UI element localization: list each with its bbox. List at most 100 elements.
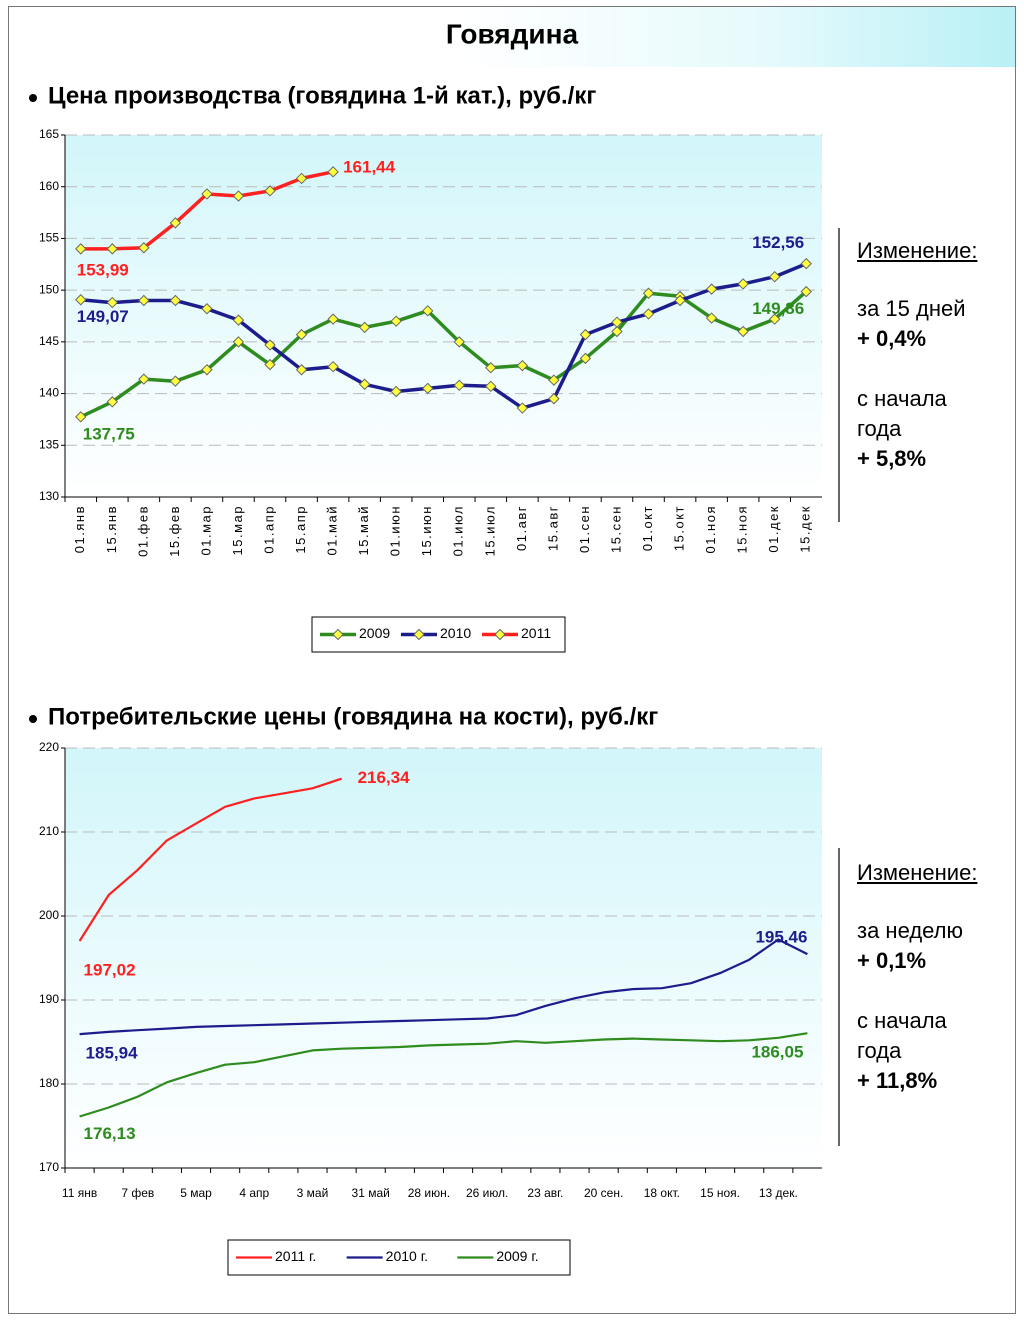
point-marker	[800, 257, 812, 270]
point-marker	[611, 316, 623, 328]
point-marker	[642, 287, 655, 299]
point-marker	[453, 336, 465, 348]
x-tick-label: 15.июн	[419, 505, 434, 556]
value-label: 195,46	[755, 928, 807, 947]
point-marker	[422, 382, 434, 395]
x-tick-label: 15.май	[356, 505, 371, 556]
series-line	[78, 777, 342, 942]
point-marker	[737, 325, 749, 338]
legend-label: 2010 г.	[386, 1248, 428, 1264]
panel-rule	[838, 848, 840, 1146]
panel-ytd-change: + 11,8%	[857, 1068, 938, 1093]
point-marker	[579, 328, 592, 341]
point-marker	[358, 378, 371, 390]
value-label: 186,05	[751, 1043, 803, 1062]
value-label: 152,56	[752, 233, 804, 252]
y-tick-label: 160	[39, 179, 59, 193]
panel-ytd: с начала года	[857, 1008, 947, 1063]
point-marker	[75, 411, 87, 423]
x-tick-label: 18 окт.	[644, 1186, 680, 1200]
y-tick-label: 180	[39, 1076, 59, 1090]
legend-marker	[332, 628, 344, 641]
value-label: 161,44	[343, 157, 396, 176]
point-marker	[327, 166, 339, 178]
legend-label: 2009	[359, 625, 390, 641]
bullet	[29, 94, 37, 102]
x-tick-label: 15.апр	[293, 505, 308, 554]
y-tick-label: 130	[39, 489, 59, 503]
legend-label: 2009 г.	[496, 1248, 538, 1264]
plot-area	[65, 135, 822, 497]
x-tick-label: 31 май	[352, 1186, 390, 1200]
chart-title: Цена производства (говядина 1-й кат.), р…	[48, 82, 596, 109]
point-marker	[485, 362, 497, 374]
y-tick-label: 165	[39, 127, 59, 141]
point-marker	[169, 217, 182, 229]
point-marker	[201, 364, 213, 376]
legend-label: 2011	[521, 625, 551, 641]
series-line	[79, 938, 808, 1036]
point-marker	[674, 294, 686, 307]
point-marker	[264, 358, 276, 371]
point-marker	[138, 294, 150, 307]
point-marker	[232, 190, 245, 202]
point-marker	[232, 314, 245, 326]
point-marker	[358, 321, 371, 334]
x-tick-label: 01.июл	[451, 505, 466, 556]
point-marker	[295, 172, 308, 185]
y-tick-label: 200	[39, 908, 59, 922]
value-label: 149,86	[752, 299, 804, 318]
point-marker	[169, 375, 182, 387]
panel-period: за 15 дней	[857, 296, 966, 321]
legend-label: 2010	[440, 625, 471, 641]
plot-area	[65, 748, 822, 1168]
point-marker	[548, 393, 560, 405]
point-marker	[611, 325, 623, 338]
point-marker	[768, 313, 781, 325]
x-tick-label: 13 дек.	[759, 1186, 798, 1200]
x-tick-label: 20 сен.	[584, 1186, 623, 1200]
value-label: 153,99	[77, 260, 129, 279]
panel-ytd: с начала года	[857, 386, 947, 441]
page-title: Говядина	[446, 18, 579, 49]
x-tick-label: 7 фев	[121, 1186, 154, 1200]
panel-heading: Изменение:	[857, 860, 978, 885]
x-tick-label: 3 май	[297, 1186, 329, 1200]
x-tick-label: 15.фев	[167, 505, 182, 557]
x-tick-label: 01.окт	[640, 505, 655, 551]
point-marker	[106, 296, 119, 309]
point-marker	[516, 402, 529, 414]
panel-period-change: + 0,4%	[857, 326, 927, 351]
point-marker	[453, 379, 465, 392]
y-tick-label: 140	[39, 386, 59, 400]
y-tick-label: 135	[39, 437, 59, 451]
point-marker	[800, 285, 812, 298]
panel-period-change: + 0,1%	[857, 948, 927, 973]
y-tick-label: 220	[39, 740, 59, 754]
point-marker	[327, 360, 339, 373]
y-tick-label: 145	[39, 334, 59, 348]
x-tick-label: 23 авг.	[527, 1186, 563, 1200]
point-marker	[642, 308, 655, 320]
x-tick-label: 01.фев	[135, 505, 150, 557]
x-tick-label: 5 мар	[180, 1186, 212, 1200]
point-marker	[390, 315, 402, 327]
point-marker	[295, 364, 308, 376]
point-marker	[106, 243, 119, 255]
x-tick-label: 15.июл	[482, 505, 497, 556]
point-marker	[548, 374, 560, 386]
value-label: 137,75	[83, 424, 135, 443]
point-marker	[264, 185, 276, 197]
x-tick-label: 01.сен	[577, 505, 592, 553]
point-marker	[516, 359, 529, 372]
legend-marker	[494, 628, 506, 641]
chart-title: Потребительские цены (говядина на кости)…	[48, 703, 658, 730]
x-tick-label: 15 ноя.	[700, 1186, 740, 1200]
point-marker	[264, 339, 276, 351]
x-tick-label: 01.май	[325, 505, 340, 556]
x-tick-label: 15.дек	[798, 505, 813, 553]
point-marker	[169, 294, 182, 307]
point-marker	[75, 294, 87, 306]
